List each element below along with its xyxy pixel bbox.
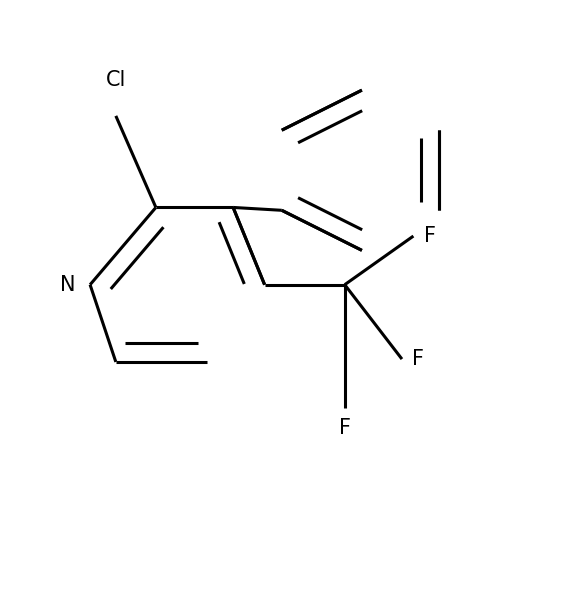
Text: F: F [424,226,436,246]
Text: N: N [60,274,76,295]
Text: F: F [412,349,424,369]
Text: Cl: Cl [106,70,126,90]
Text: F: F [339,418,351,438]
